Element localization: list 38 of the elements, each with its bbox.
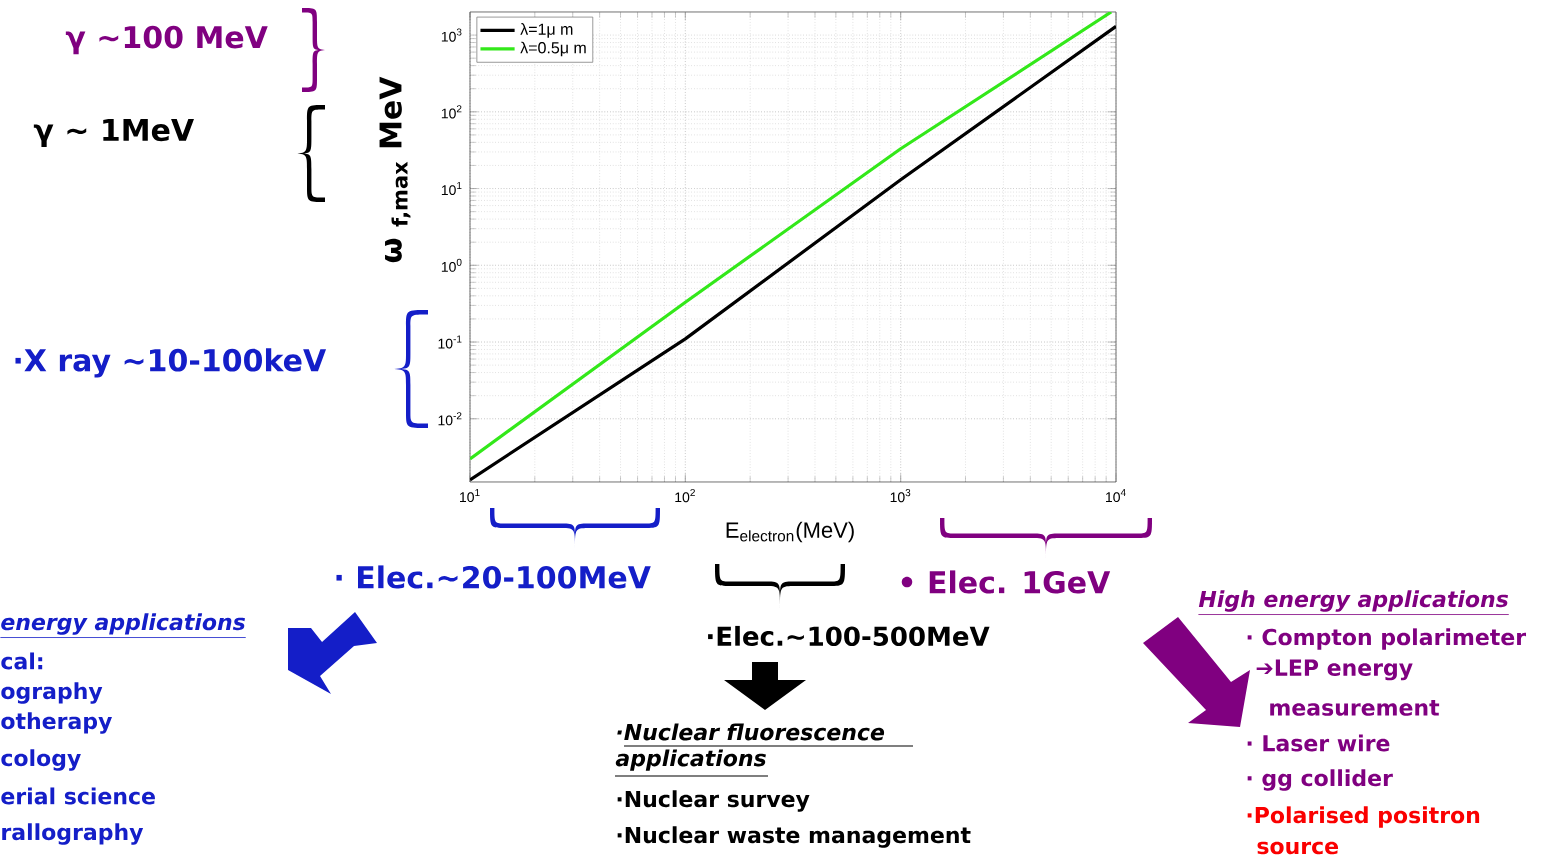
text: ·Nuclear survey xyxy=(617,790,810,812)
text: ➔LEP energy xyxy=(1256,659,1413,681)
text: source xyxy=(1257,841,1339,855)
y-tick-label: 10$^{-2}$ xyxy=(438,412,462,426)
text: erial science xyxy=(1,787,155,805)
y-tick-label: 10$^{1}$ xyxy=(441,182,462,196)
x-tick-label: 10$^{1}$ xyxy=(460,489,480,503)
text: cal: xyxy=(1,652,43,670)
text: · Laser wire xyxy=(1247,734,1390,752)
x-tick-label: 10$^{2}$ xyxy=(675,489,695,503)
text: ·Nuclear fluorescence applications xyxy=(615,723,885,771)
text: • Elec. 1GeV xyxy=(901,570,1111,594)
y-tick-label: 10$^{-1}$ xyxy=(438,335,462,349)
text: γ ~ 1MeV xyxy=(33,118,194,148)
x-axis-title: E$_{electron}$(MeV) xyxy=(726,521,854,543)
y-tick-label: 10$^{2}$ xyxy=(441,105,462,119)
text: ·Nuclear waste management xyxy=(617,826,971,848)
text: energy applications xyxy=(1,613,246,635)
text: measurement xyxy=(1270,700,1440,716)
x-tick-label: 10$^{3}$ xyxy=(890,489,911,503)
text: ·Elec.~100-500MeV xyxy=(708,625,990,647)
text: ography xyxy=(1,682,103,704)
text: · Compton polarimeter xyxy=(1247,628,1527,650)
text: ·Polarised positron xyxy=(1247,806,1480,828)
text: otherapy xyxy=(1,712,112,734)
legend-label: λ=1μ m xyxy=(520,23,573,38)
text: cology xyxy=(1,749,81,771)
legend-label: λ=0.5μ m xyxy=(520,41,586,57)
x-tick-label: 10$^{4}$ xyxy=(1106,489,1126,503)
y-tick-label: 10$^{3}$ xyxy=(441,28,462,42)
text: rallography xyxy=(2,823,144,845)
text: γ ~100 MeV xyxy=(65,25,268,55)
text: · Elec.~20-100MeV xyxy=(336,565,651,589)
text: ·X ray ~10-100keV xyxy=(15,348,327,378)
text: · gg collider xyxy=(1247,769,1393,791)
y-axis-title: ω $_{f,max}$ MeV xyxy=(379,76,411,263)
y-tick-label: 10$^{0}$ xyxy=(441,258,462,272)
text: High energy applications xyxy=(1198,590,1509,612)
